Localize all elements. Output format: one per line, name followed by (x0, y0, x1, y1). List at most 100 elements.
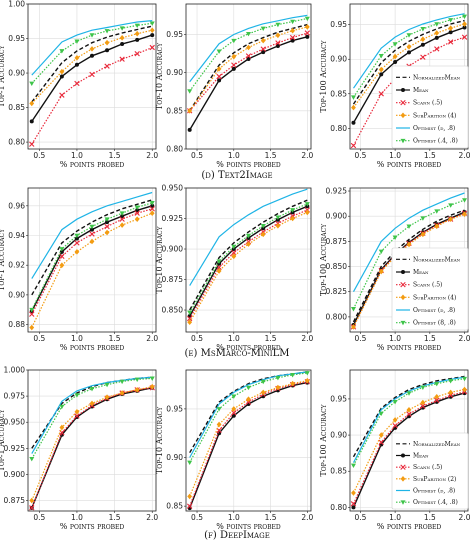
series-subparition-4- (351, 21, 467, 111)
legend-entry: SubParition (2) (396, 476, 456, 483)
data-point (420, 399, 426, 406)
legend-marker (401, 453, 405, 458)
chart-panel-5: 0.850 0.875 0.900 0.925 0.950 0.5 1.0 1.5 2.0 % p… (155, 184, 314, 353)
y-axis-label: Top-1 Accuracy (0, 44, 6, 107)
series-line (352, 376, 465, 463)
data-point (59, 74, 64, 79)
y-tick-label: 0.850 (162, 306, 184, 315)
x-tick-label: 0.5 (33, 334, 45, 343)
legend-marker (400, 138, 406, 144)
data-point (119, 216, 125, 222)
series-normalizedmean (189, 199, 308, 311)
data-point (305, 34, 310, 39)
series-line (31, 212, 153, 328)
data-point (434, 393, 440, 400)
data-point (104, 217, 110, 222)
data-point (420, 403, 426, 409)
data-point (378, 439, 384, 445)
data-point (89, 231, 95, 237)
x-tick-label: 1.0 (228, 513, 240, 522)
y-tick-label: 0.96 (8, 201, 25, 210)
y-tick-label: 0.85 (8, 103, 25, 112)
data-point (216, 73, 222, 80)
y-tick-label: 0.925 (326, 187, 348, 196)
data-point (290, 19, 296, 25)
legend-2: NormalizedMean Mean Scann (.5) SubParition … (391, 247, 469, 331)
series-line (31, 386, 153, 501)
subfigure-caption: (e) MsMarco-MiniLM (185, 348, 290, 359)
data-point (216, 421, 222, 428)
series-line (189, 209, 308, 319)
series-line (31, 208, 153, 315)
legend-label: Mean (413, 269, 429, 276)
y-tick-label: 1.00 (8, 0, 25, 9)
series-line (352, 213, 465, 328)
data-point (260, 37, 266, 44)
series-line (189, 203, 308, 313)
data-point (420, 42, 425, 47)
x-tick-label: 1.0 (228, 334, 240, 343)
series-optimist-d-8- (31, 191, 153, 279)
series-normalizedmean (31, 25, 153, 103)
data-point (350, 142, 357, 149)
data-point (290, 380, 296, 387)
legend-marker (400, 112, 406, 119)
data-point (434, 46, 440, 52)
legend-entry: Scann (.5) (396, 464, 442, 471)
data-point (134, 387, 140, 393)
series-subparition-4- (351, 386, 467, 496)
y-tick-label: 0.95 (166, 404, 183, 413)
series-scann-5- (29, 206, 155, 317)
series-optimist-d-8- (352, 376, 465, 463)
data-point (104, 63, 110, 69)
data-point (29, 456, 35, 462)
series-line (352, 26, 465, 124)
data-point (462, 21, 467, 27)
data-point (246, 56, 251, 61)
data-point (392, 417, 398, 423)
data-point (260, 224, 266, 229)
y-tick-label: 0.88 (8, 320, 25, 329)
legend-label: SubParition (2) (413, 476, 456, 483)
data-point (59, 253, 65, 259)
series-line (189, 199, 308, 311)
data-point (187, 127, 192, 132)
data-point (246, 44, 251, 51)
y-tick-label: 0.90 (330, 55, 347, 64)
legend-marker (400, 500, 406, 505)
data-point (89, 224, 95, 230)
x-tick-label: 1.5 (109, 513, 121, 522)
data-point (434, 223, 440, 230)
data-point (392, 235, 398, 240)
plot-frame (185, 3, 312, 150)
series-line (189, 14, 308, 83)
legend-marker (400, 476, 406, 482)
y-tick-label: 0.925 (162, 214, 184, 223)
series-line (31, 199, 153, 296)
series-line (31, 376, 153, 454)
y-tick-label: 0.80 (166, 145, 183, 154)
series-line (31, 205, 153, 312)
data-point (104, 39, 110, 46)
series-normalizedmean (189, 371, 308, 454)
legend-entry: Optimist (d, .8) (396, 125, 455, 132)
series-subparition-4- (187, 377, 310, 500)
data-point (119, 26, 125, 31)
data-point (186, 315, 193, 322)
series-line (31, 34, 153, 122)
data-point (275, 32, 281, 39)
data-point (420, 27, 426, 32)
data-point (406, 33, 412, 38)
x-tick-label: 2.0 (301, 334, 313, 343)
data-point (448, 216, 454, 223)
series-line (353, 13, 465, 89)
legend-label: Mean (413, 87, 429, 94)
data-point (74, 39, 80, 44)
data-point (59, 247, 65, 252)
series-line (31, 377, 153, 460)
data-point (406, 224, 412, 229)
y-tick-label: 0.900 (4, 470, 26, 479)
legend-label: SubParition (4) (413, 112, 456, 119)
x-tick-label: 0.5 (191, 513, 203, 522)
data-point (290, 373, 296, 378)
